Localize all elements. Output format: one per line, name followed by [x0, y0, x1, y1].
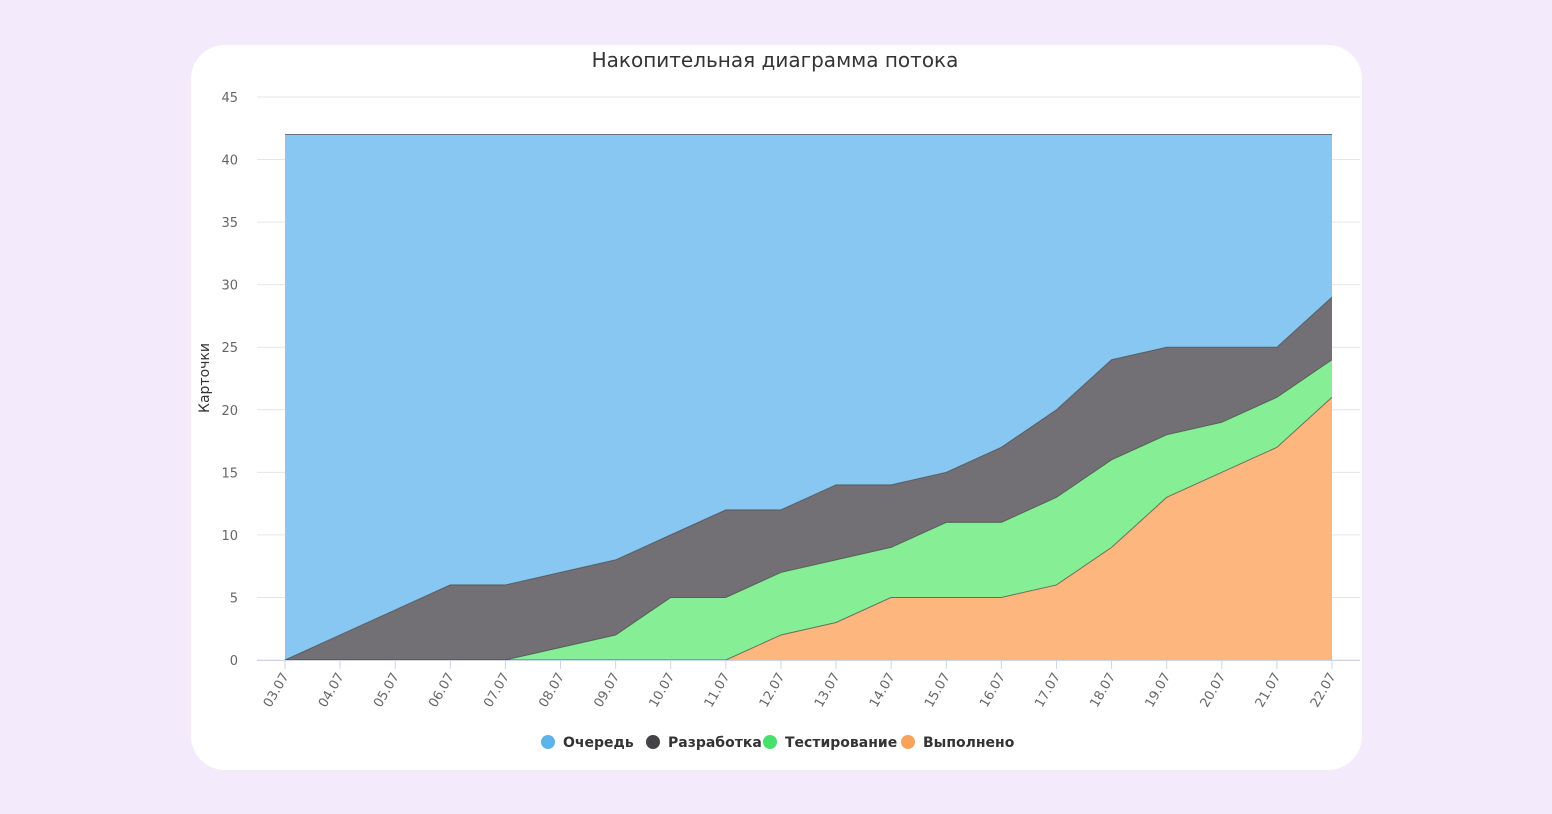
- series-line-Разработка: [284, 296, 1333, 661]
- x-tick-label: 07.07: [481, 671, 513, 711]
- x-tick-label: 13.07: [812, 671, 844, 711]
- legend-marker: [763, 735, 777, 749]
- y-tick-label: 30: [221, 279, 238, 294]
- legend-marker: [646, 735, 660, 749]
- x-tick-label: 03.07: [261, 671, 293, 711]
- x-tick-label: 20.07: [1198, 671, 1230, 711]
- x-tick-label: 08.07: [536, 671, 568, 711]
- x-tick-label: 19.07: [1143, 671, 1175, 711]
- x-tick-label: 22.07: [1308, 671, 1340, 711]
- y-tick-label: 10: [221, 529, 238, 544]
- x-tick-label: 21.07: [1253, 671, 1285, 711]
- y-tick-label: 15: [221, 466, 238, 481]
- area-Очередь: [285, 134, 1332, 660]
- legend-marker: [901, 735, 915, 749]
- x-tick-label: 11.07: [702, 671, 734, 711]
- chart-title: Накопительная диаграмма потока: [592, 48, 959, 72]
- y-axis-label: Карточки: [197, 343, 213, 413]
- cumulative-flow-chart: Накопительная диаграмма потока 0 5 10 15 20 2…: [197, 48, 1360, 751]
- x-tick-label: 06.07: [426, 671, 458, 711]
- y-tick-label: 5: [230, 591, 238, 606]
- x-tick-label: 18.07: [1087, 671, 1119, 711]
- legend-label: Выполнено: [923, 735, 1015, 751]
- y-tick-label: 0: [230, 654, 238, 669]
- x-tick-label: 12.07: [757, 671, 789, 711]
- area-Тестирование: [285, 359, 1332, 660]
- stacked-areas: [284, 134, 1333, 661]
- legend-item-Очередь[interactable]: Очередь: [541, 735, 634, 751]
- x-tick-label: 17.07: [1032, 671, 1064, 711]
- x-tick-label: 15.07: [922, 671, 954, 711]
- x-tick-label: 14.07: [867, 671, 899, 711]
- x-tick-label: 16.07: [977, 671, 1009, 711]
- x-tick-label: 09.07: [591, 671, 623, 711]
- y-tick-label: 35: [221, 216, 238, 231]
- legend-label: Очередь: [563, 735, 634, 751]
- y-tick-label: 20: [221, 404, 238, 419]
- legend-label: Тестирование: [785, 735, 897, 751]
- y-tick-label: 40: [221, 154, 238, 169]
- y-axis-ticks: 0 5 10 15 20 25 30 35 40 45: [221, 91, 238, 669]
- y-tick-label: 25: [221, 341, 238, 356]
- legend-item-Тестирование[interactable]: Тестирование: [763, 735, 897, 751]
- legend-item-Выполнено[interactable]: Выполнено: [901, 735, 1015, 751]
- legend-marker: [541, 735, 555, 749]
- x-tick-label: 10.07: [647, 671, 679, 711]
- legend-label: Разработка: [668, 735, 762, 751]
- x-tick-label: 05.07: [371, 671, 403, 711]
- legend: Очередь Разработка Тестирование Выполнено: [541, 735, 1015, 751]
- x-axis: 03.07 04.07 05.07 06.07 07.07 08.07 09.07 10.07…: [257, 660, 1360, 710]
- area-Разработка: [285, 297, 1332, 660]
- area-Выполнено: [285, 397, 1332, 660]
- x-tick-label: 04.07: [316, 671, 348, 711]
- y-tick-label: 45: [221, 91, 238, 106]
- legend-item-Разработка[interactable]: Разработка: [646, 735, 762, 751]
- chart-card: Накопительная диаграмма потока 0 5 10 15 20 2…: [191, 45, 1362, 770]
